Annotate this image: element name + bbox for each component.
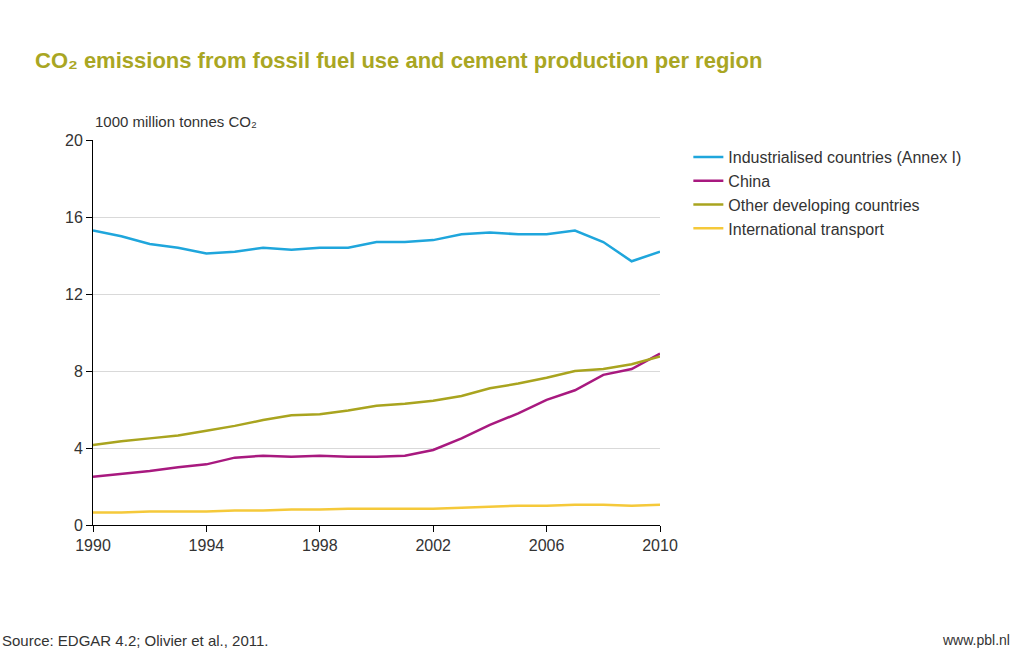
svg-text:2002: 2002 xyxy=(415,537,451,554)
svg-text:2006: 2006 xyxy=(529,537,565,554)
svg-text:20: 20 xyxy=(65,132,83,149)
svg-text:1000 million tonnes CO₂: 1000 million tonnes CO₂ xyxy=(95,113,257,130)
svg-text:4: 4 xyxy=(74,440,83,457)
svg-text:1998: 1998 xyxy=(302,537,338,554)
svg-text:Industrialised countries (Anne: Industrialised countries (Annex I) xyxy=(728,149,961,166)
svg-text:12: 12 xyxy=(65,286,83,303)
svg-text:International transport: International transport xyxy=(728,221,884,238)
svg-text:Source: EDGAR 4.2; Olivier et: Source: EDGAR 4.2; Olivier et al., 2011. xyxy=(2,632,269,649)
svg-text:CO₂ emissions from fossil fuel: CO₂ emissions from fossil fuel use and c… xyxy=(35,48,762,73)
svg-text:0: 0 xyxy=(74,517,83,534)
svg-text:1994: 1994 xyxy=(189,537,225,554)
svg-text:www.pbl.nl: www.pbl.nl xyxy=(942,632,1010,648)
svg-text:16: 16 xyxy=(65,209,83,226)
svg-text:1990: 1990 xyxy=(75,537,111,554)
svg-text:China: China xyxy=(728,173,770,190)
svg-text:Other developing countries: Other developing countries xyxy=(728,197,919,214)
svg-text:8: 8 xyxy=(74,363,83,380)
svg-text:2010: 2010 xyxy=(642,537,678,554)
